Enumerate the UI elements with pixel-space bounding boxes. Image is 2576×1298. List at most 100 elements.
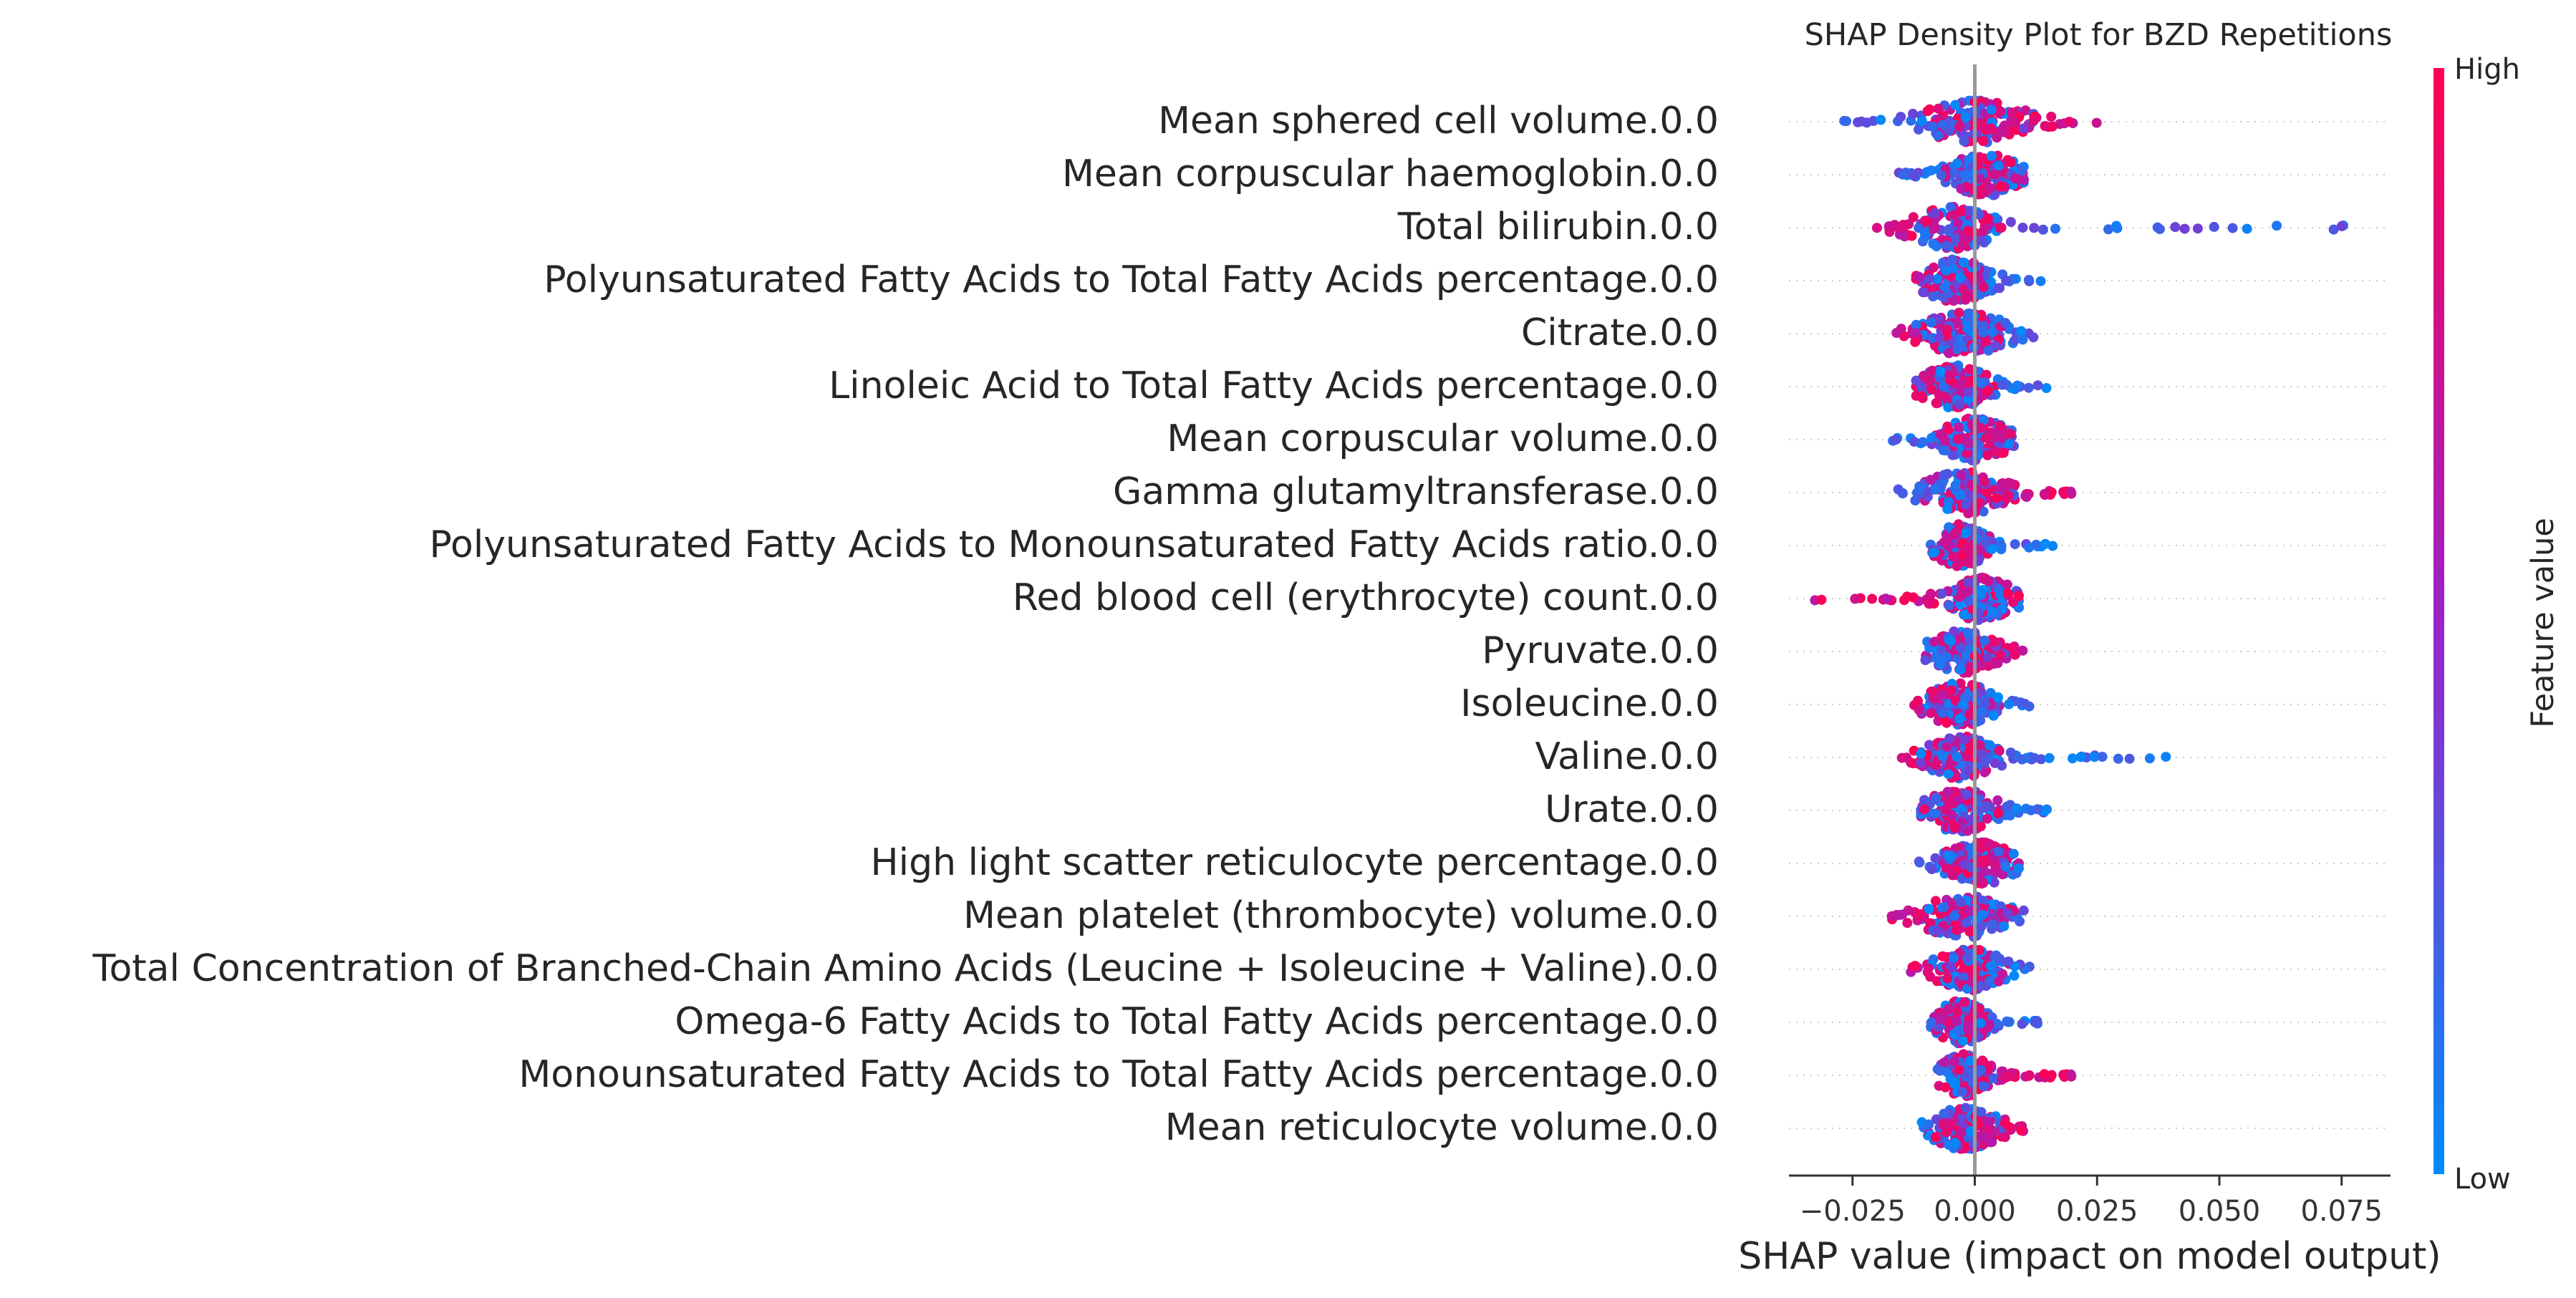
data-point <box>1959 734 1969 745</box>
data-point <box>1955 897 1966 908</box>
feature-label: Pyruvate.0.0 <box>1482 629 1719 672</box>
data-point <box>2032 380 2043 391</box>
data-point <box>1896 324 1906 334</box>
data-point <box>1899 331 1909 342</box>
data-point <box>1929 808 1940 819</box>
data-point <box>1987 606 1998 617</box>
data-point <box>1909 437 1919 447</box>
data-point <box>1931 793 1941 803</box>
data-point <box>1978 282 1989 293</box>
data-point <box>1891 435 1901 445</box>
data-point <box>1954 714 1964 725</box>
data-point <box>1942 787 1953 797</box>
data-point <box>1954 272 1965 283</box>
data-point <box>1987 326 1997 337</box>
data-point <box>1910 336 1921 347</box>
feature-label: Gamma glutamyltransferase.0.0 <box>1113 470 1719 513</box>
data-point <box>2170 222 2181 233</box>
data-point <box>1931 398 1942 409</box>
data-point <box>1954 307 1964 318</box>
data-point <box>1919 804 1930 815</box>
data-point <box>2018 123 2029 134</box>
data-point <box>1927 121 1938 132</box>
data-point <box>1957 556 1967 567</box>
data-point <box>1876 115 1886 125</box>
data-point <box>1945 760 1955 770</box>
data-point <box>1952 527 1962 537</box>
data-point <box>1963 586 1974 596</box>
x-tick-label: 0.050 <box>2179 1195 2261 1228</box>
data-point <box>2020 105 2031 116</box>
data-point <box>1941 265 1952 276</box>
data-point <box>2005 157 2016 168</box>
feature-label: Isoleucine.0.0 <box>1460 682 1719 725</box>
data-point <box>1932 273 1943 284</box>
data-point <box>1974 794 1984 805</box>
data-point <box>2016 326 2027 336</box>
data-point <box>1995 181 2006 192</box>
data-point <box>1884 226 1895 237</box>
data-point <box>2020 699 2030 709</box>
data-point <box>1952 1017 1962 1027</box>
data-point <box>1929 636 1940 647</box>
data-point <box>1926 317 1936 328</box>
data-point <box>1980 336 1991 347</box>
feature-label: High light scatter reticulocyte percenta… <box>871 841 1719 884</box>
data-point <box>1999 921 2010 931</box>
data-point <box>2010 539 2020 550</box>
data-point <box>1954 842 1965 853</box>
data-point <box>1944 370 1955 381</box>
data-point <box>1997 432 2008 443</box>
data-point <box>1941 863 1952 873</box>
data-point <box>1816 594 1827 605</box>
feature-label: Mean corpuscular volume.0.0 <box>1167 417 1719 460</box>
data-point <box>1956 470 1967 480</box>
data-point <box>1952 158 1962 169</box>
data-point <box>2097 752 2108 762</box>
data-point <box>1992 493 2002 503</box>
data-point <box>1952 1007 1963 1018</box>
data-point <box>1951 233 1962 244</box>
data-point <box>1982 385 1993 396</box>
data-point <box>1949 210 1960 221</box>
data-point <box>2046 112 2057 122</box>
data-point <box>1929 208 1940 218</box>
data-point <box>1994 745 2005 756</box>
data-point <box>1962 324 1973 334</box>
data-point <box>1989 866 1999 876</box>
data-point <box>1954 399 1965 410</box>
x-tick-label: 0.025 <box>2056 1195 2138 1228</box>
data-point <box>1908 212 1919 223</box>
data-point <box>1950 100 1961 110</box>
data-point <box>1953 1025 1964 1035</box>
data-point <box>1993 160 2004 170</box>
data-point <box>1959 257 1969 268</box>
data-point <box>1976 981 1987 991</box>
data-point <box>1986 105 1997 115</box>
data-point <box>2007 107 2017 118</box>
data-point <box>1938 751 1949 762</box>
data-point <box>1917 393 1928 404</box>
data-point <box>1952 218 1963 228</box>
data-point <box>1993 692 2004 702</box>
data-point <box>1940 1082 1951 1093</box>
data-point <box>1978 327 1989 338</box>
colorbar-title: Feature value <box>2525 518 2561 728</box>
data-point <box>1958 699 1968 709</box>
data-point <box>1896 112 1906 122</box>
data-point <box>2005 429 2016 439</box>
data-point <box>1977 1132 1988 1143</box>
data-point <box>1946 685 1957 696</box>
data-point <box>1960 499 1971 510</box>
data-point <box>2017 165 2027 176</box>
data-point <box>1964 364 1975 374</box>
data-point <box>2018 175 2029 185</box>
data-point <box>2029 752 2040 763</box>
data-point <box>1960 112 1971 123</box>
data-point <box>1922 106 1933 117</box>
data-point <box>1920 655 1931 665</box>
data-point <box>1975 1018 1986 1029</box>
data-point <box>1982 450 1993 460</box>
data-point <box>1985 961 1996 972</box>
